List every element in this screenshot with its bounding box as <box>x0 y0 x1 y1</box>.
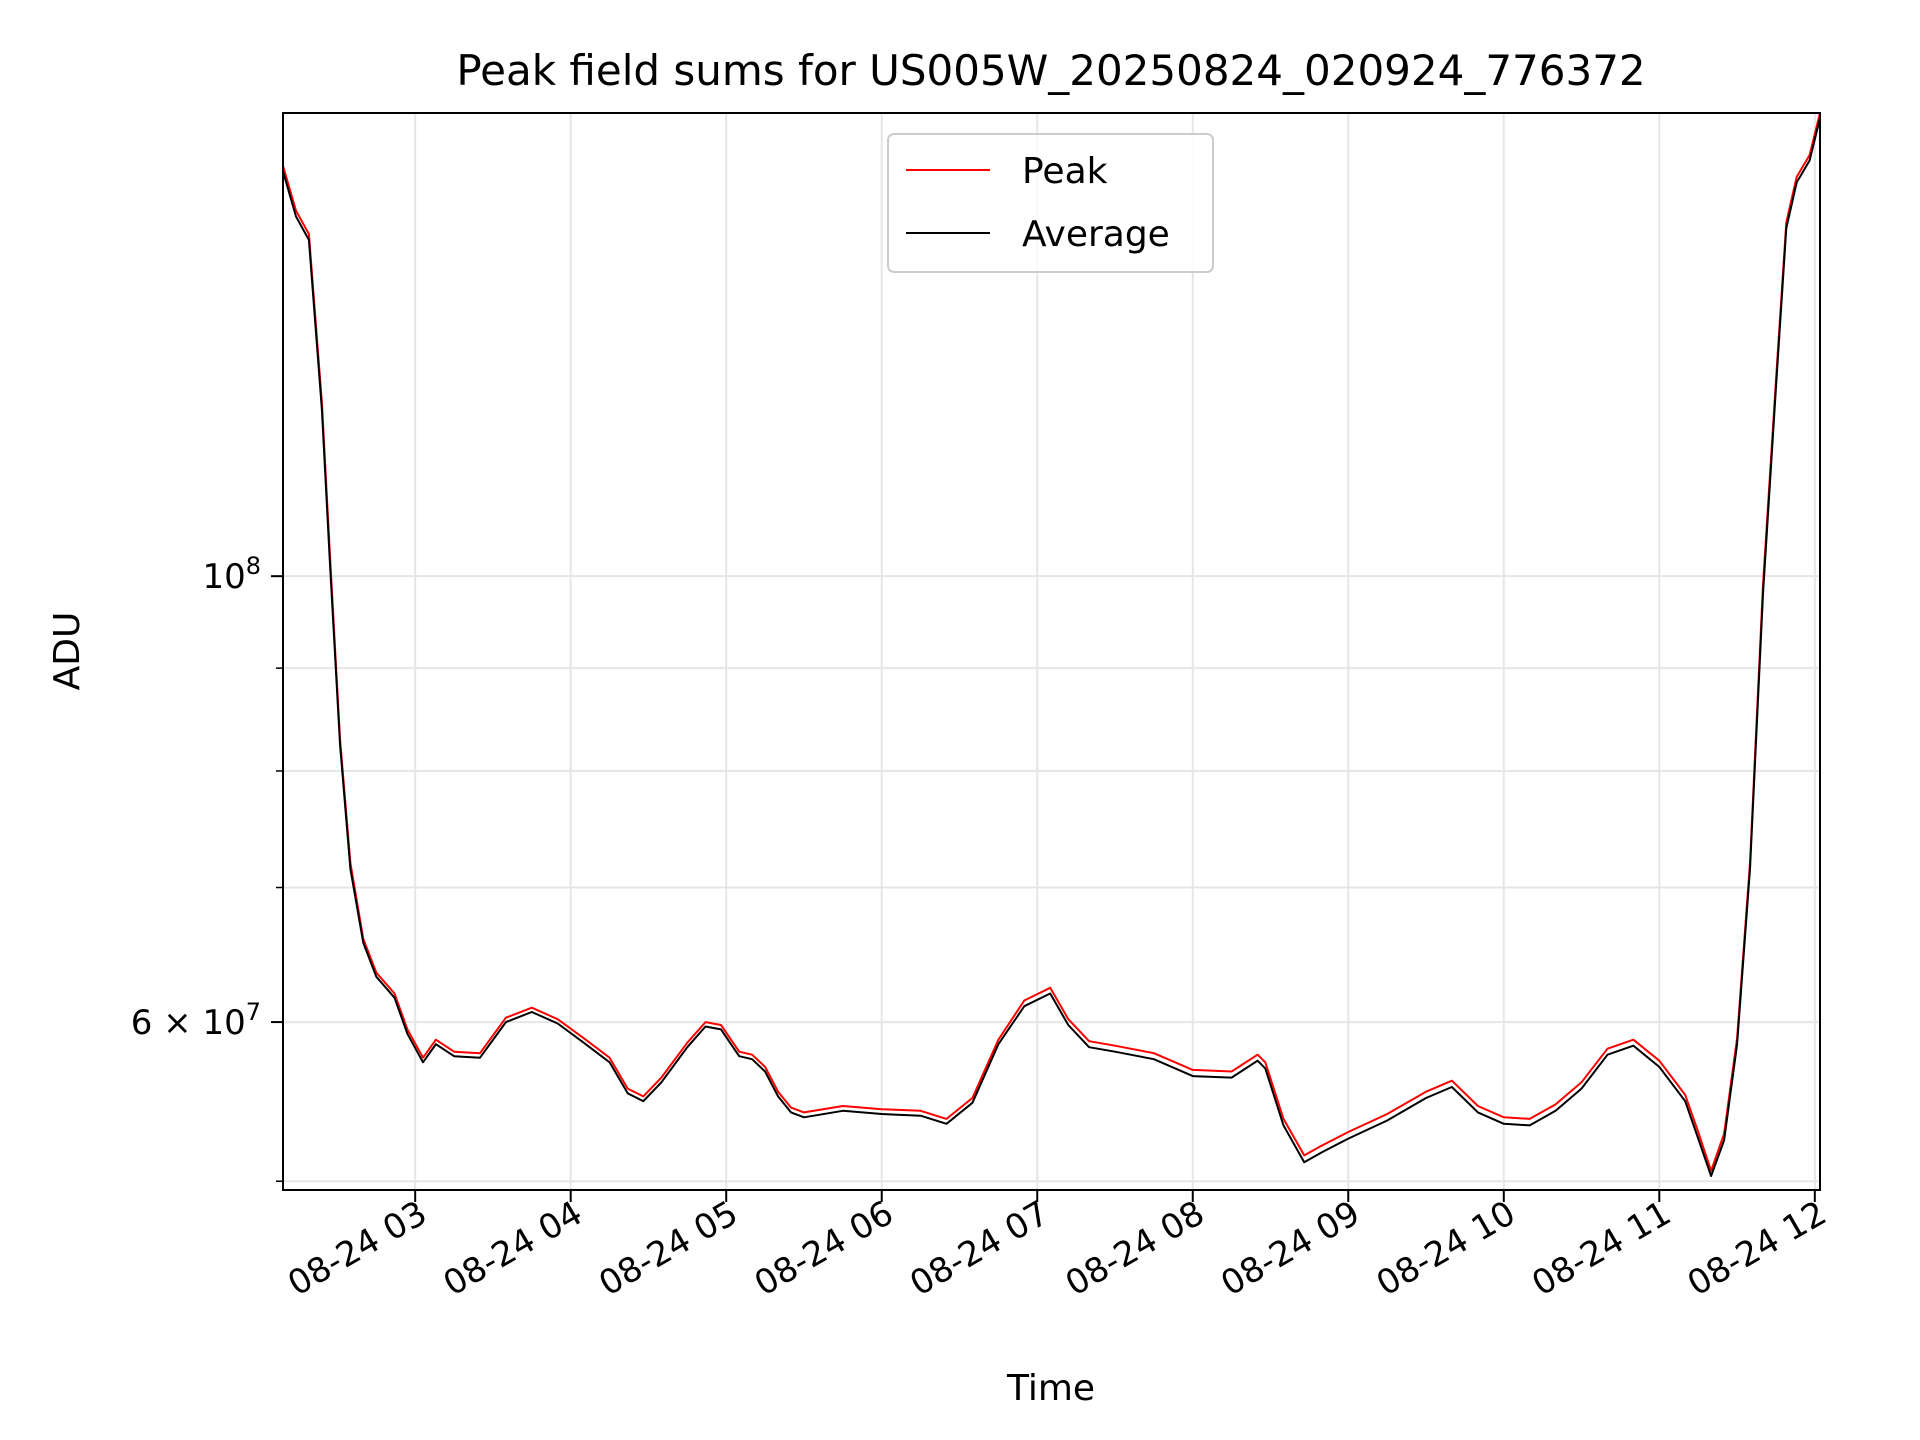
legend-label-average: Average <box>1022 214 1170 255</box>
y-tick-label: 6 × 107 <box>131 998 261 1043</box>
y-axis-label: ADU <box>47 612 88 691</box>
chart-title: Peak field sums for US005W_20250824_0209… <box>456 46 1645 95</box>
legend: Peak Average <box>887 133 1214 273</box>
grid <box>283 113 1820 1190</box>
y-tick-label: 108 <box>202 552 261 597</box>
legend-box <box>887 133 1214 273</box>
series-line-average <box>282 117 1821 1177</box>
series-line-peak <box>282 112 1821 1172</box>
series-lines <box>282 112 1821 1177</box>
x-axis-label: Time <box>1006 1368 1095 1409</box>
plot-frame <box>282 112 1821 1191</box>
legend-label-peak: Peak <box>1022 151 1108 192</box>
